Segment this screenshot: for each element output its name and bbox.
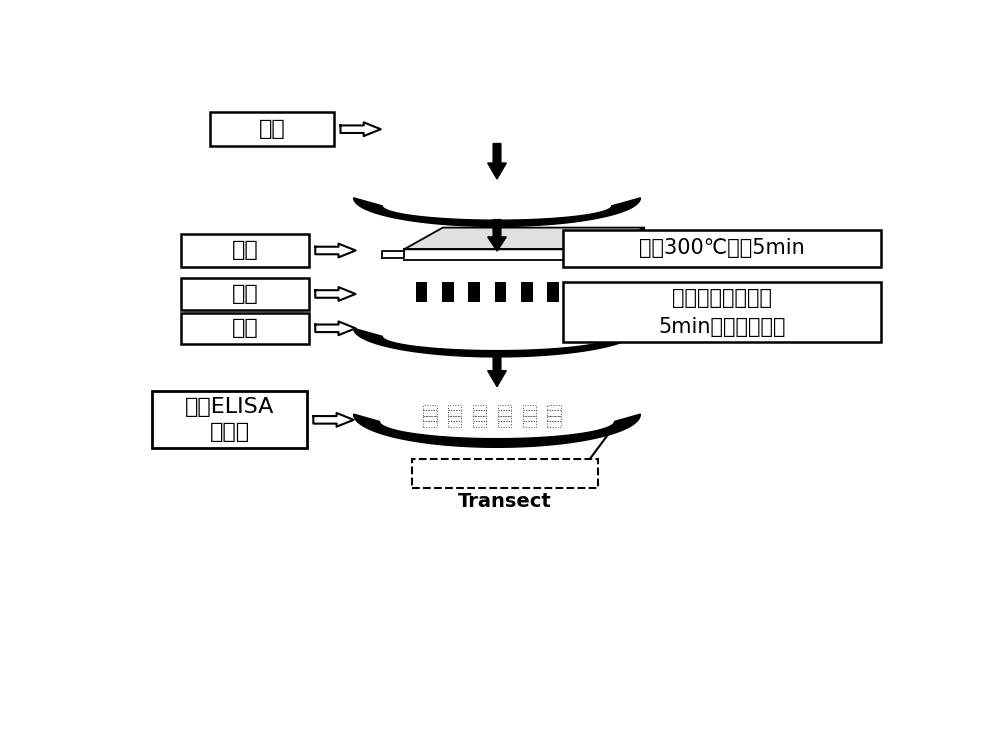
Bar <box>498 405 511 410</box>
FancyBboxPatch shape <box>563 282 881 343</box>
Bar <box>442 282 454 288</box>
Bar <box>574 282 585 288</box>
Bar <box>547 287 559 292</box>
Bar <box>423 410 437 416</box>
Text: Transect: Transect <box>458 492 552 510</box>
Bar <box>423 421 437 426</box>
Bar <box>547 415 561 421</box>
Bar <box>547 282 559 288</box>
Bar <box>498 421 511 426</box>
Bar <box>523 410 536 416</box>
Bar <box>442 287 454 292</box>
Ellipse shape <box>400 278 617 312</box>
Bar <box>473 410 486 416</box>
Bar <box>574 297 585 302</box>
Bar <box>416 282 427 288</box>
FancyBboxPatch shape <box>412 458 598 488</box>
Polygon shape <box>315 287 356 301</box>
FancyBboxPatch shape <box>152 392 307 449</box>
Polygon shape <box>315 322 356 335</box>
Bar <box>473 405 486 410</box>
FancyBboxPatch shape <box>210 112 334 146</box>
Polygon shape <box>340 123 381 136</box>
Polygon shape <box>313 413 354 426</box>
Polygon shape <box>354 414 640 447</box>
Bar <box>448 415 461 421</box>
Bar <box>521 287 533 292</box>
Text: 5min制备疏水区域: 5min制备疏水区域 <box>658 317 786 337</box>
Polygon shape <box>488 351 506 386</box>
Polygon shape <box>488 143 506 179</box>
Bar <box>521 282 533 288</box>
Polygon shape <box>606 227 644 259</box>
Bar <box>448 410 461 416</box>
Bar <box>547 292 559 297</box>
Text: 微孔板: 微孔板 <box>210 423 250 442</box>
Bar <box>523 415 536 421</box>
FancyBboxPatch shape <box>181 234 309 267</box>
Bar <box>574 287 585 292</box>
Polygon shape <box>404 250 606 259</box>
Bar <box>423 405 437 410</box>
Text: 锂板: 锂板 <box>232 241 258 261</box>
Text: 纸基ELISA: 纸基ELISA <box>185 398 274 418</box>
Polygon shape <box>315 244 356 257</box>
Text: 滤纸: 滤纸 <box>259 119 286 139</box>
Bar <box>523 421 536 426</box>
Polygon shape <box>354 328 640 357</box>
Bar <box>468 292 480 297</box>
Bar <box>521 292 533 297</box>
Bar <box>468 287 480 292</box>
Bar <box>448 405 461 410</box>
FancyBboxPatch shape <box>563 230 881 267</box>
Bar <box>498 410 511 416</box>
Bar <box>547 297 559 302</box>
Bar <box>498 415 511 421</box>
Text: 滤纸: 滤纸 <box>232 318 258 338</box>
Bar <box>495 297 506 302</box>
Bar <box>416 292 427 297</box>
Text: 锂板压迫有孔蜡纸: 锂板压迫有孔蜡纸 <box>672 288 772 308</box>
Bar <box>442 292 454 297</box>
Bar <box>523 405 536 410</box>
Bar <box>416 287 427 292</box>
Bar <box>547 410 561 416</box>
Bar <box>574 292 585 297</box>
Bar <box>448 421 461 426</box>
Text: 蜡纸: 蜡纸 <box>232 284 258 304</box>
Bar <box>473 421 486 426</box>
Bar <box>495 287 506 292</box>
Bar <box>468 282 480 288</box>
Bar <box>495 282 506 288</box>
FancyBboxPatch shape <box>181 313 309 344</box>
Bar <box>442 297 454 302</box>
Polygon shape <box>354 198 640 227</box>
Bar <box>547 421 561 426</box>
Bar <box>547 405 561 410</box>
Polygon shape <box>488 220 506 251</box>
Bar <box>495 292 506 297</box>
Polygon shape <box>382 251 404 258</box>
Bar <box>468 297 480 302</box>
Polygon shape <box>404 227 644 250</box>
Bar <box>473 415 486 421</box>
Bar <box>423 415 437 421</box>
FancyBboxPatch shape <box>181 278 309 310</box>
Bar <box>521 297 533 302</box>
Text: 锂板300℃预热5min: 锂板300℃预热5min <box>639 239 805 259</box>
Bar <box>416 297 427 302</box>
